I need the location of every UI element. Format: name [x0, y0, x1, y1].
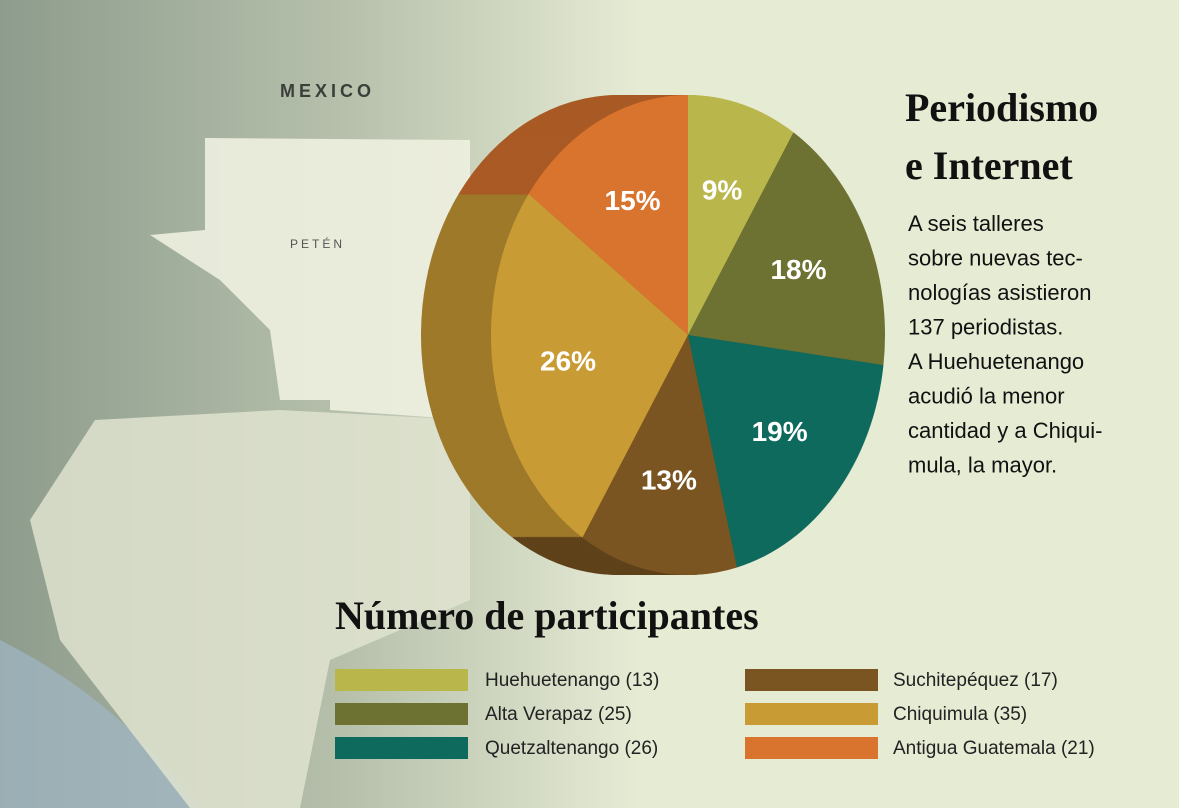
description-line: cantidad y a Chiqui-: [908, 418, 1102, 443]
data-label: 18%: [770, 254, 826, 285]
legend-label: Quetzaltenango (26): [485, 738, 658, 759]
data-label: 19%: [752, 416, 808, 447]
data-label: 9%: [702, 174, 743, 205]
legend-swatch: [335, 669, 468, 691]
description-line: A Huehuetenango: [908, 349, 1084, 374]
slice: [688, 95, 794, 335]
description-line: nologías asistieron: [908, 280, 1091, 305]
description-line: 137 periodistas.: [908, 314, 1063, 339]
data-label: 13%: [641, 464, 697, 495]
map-region: [30, 410, 470, 808]
map-label: MEXICO: [280, 81, 375, 101]
slice: [582, 335, 737, 575]
map-ocean: [0, 640, 200, 808]
map-label: PETÉN: [290, 236, 345, 251]
description: A seis talleres sobre nuevas tec-nologías…: [908, 211, 1102, 478]
legend-label: Alta Verapaz (25): [485, 704, 632, 725]
legend-swatch: [745, 737, 878, 759]
data-label: 26%: [540, 345, 596, 376]
legend-label: Chiquimula (35): [893, 704, 1027, 725]
description-line: A seis talleres: [908, 211, 1044, 236]
legend: Huehuetenango (13) Alta Verapaz (25) Quetz…: [335, 669, 1095, 759]
legend-swatch: [745, 703, 878, 725]
title: Periodismo: [905, 85, 1098, 130]
legend-label: Antigua Guatemala (21): [893, 738, 1095, 759]
slice: [688, 335, 884, 568]
slice: [688, 132, 885, 366]
slice: [491, 193, 688, 538]
pie: 9% 18% 19% 13% 26% 15%: [421, 95, 885, 575]
legend-title: Número de participantes: [335, 593, 759, 638]
legend-label: Huehuetenango (13): [485, 670, 659, 691]
legend-label: Suchitepéquez (17): [893, 670, 1058, 691]
slice: [528, 95, 688, 335]
legend-swatch: [745, 669, 878, 691]
map-region: [150, 138, 470, 420]
legend-swatch: [335, 737, 468, 759]
description-line: mula, la mayor.: [908, 452, 1057, 477]
description-line: sobre nuevas tec-: [908, 245, 1083, 270]
title: e Internet: [905, 143, 1073, 188]
description-line: acudió la menor: [908, 383, 1065, 408]
legend-swatch: [335, 703, 468, 725]
data-label: 15%: [605, 185, 661, 216]
